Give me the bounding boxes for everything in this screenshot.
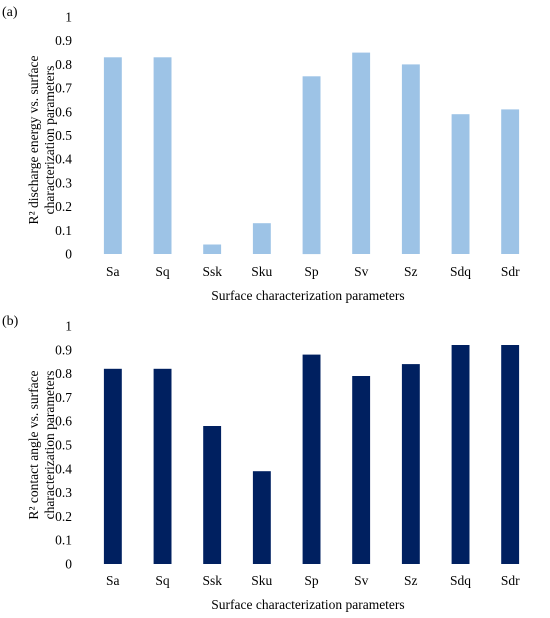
panel-label-b: (b): [2, 314, 19, 329]
y-tick-2-b: 0.2: [55, 509, 72, 524]
bar-chart-b: (b) R² contact angle vs. surface charact…: [2, 314, 520, 612]
x-tick-sdr-b: Sdr: [501, 573, 520, 588]
y-tick-7-a: 0.7: [55, 81, 72, 96]
bar-ssk-b: [203, 426, 222, 564]
x-axis-title-a: Surface characterization parameters: [211, 288, 404, 303]
y-tick-8-a: 0.8: [55, 57, 72, 72]
chart-panel-b: (b) R² contact angle vs. surface charact…: [0, 309, 550, 618]
bar-sku-a: [252, 223, 271, 254]
x-tick-sp-a: Sp: [304, 264, 319, 279]
y-tick-6-a: 0.6: [55, 104, 72, 119]
x-tick-sz-a: Sz: [404, 264, 418, 279]
x-tick-sku-b: Sku: [251, 573, 272, 588]
bar-sdr-b: [501, 345, 520, 564]
bar-sz-b: [401, 364, 420, 564]
y-tick-10-a: 1: [65, 10, 72, 25]
x-tick-sdr-a: Sdr: [501, 264, 520, 279]
y-tick-3-b: 0.3: [55, 485, 72, 500]
y-tick-3-a: 0.3: [55, 175, 72, 190]
bar-sdq-b: [451, 345, 470, 564]
x-tick-sku-a: Sku: [251, 264, 272, 279]
bars-b: [103, 345, 520, 564]
y-axis-title-line2-a: characterization parameters: [42, 66, 57, 215]
bar-sdr-a: [501, 109, 520, 255]
y-tick-9-a: 0.9: [55, 33, 72, 48]
y-axis-title-line1-b: R² contact angle vs. surface: [26, 370, 41, 519]
y-tick-0-a: 0: [65, 247, 72, 262]
x-axis-title-b: Surface characterization parameters: [211, 597, 404, 612]
bar-sa-a: [103, 57, 122, 254]
bar-sq-a: [153, 57, 172, 254]
bar-sv-a: [352, 52, 371, 254]
x-tick-sdq-b: Sdq: [450, 573, 471, 588]
y-tick-2-a: 0.2: [55, 199, 72, 214]
y-tick-8-b: 0.8: [55, 366, 72, 381]
y-tick-7-b: 0.7: [55, 390, 72, 405]
y-tick-4-a: 0.4: [55, 152, 72, 167]
bar-sdq-a: [451, 114, 470, 254]
bar-sq-b: [153, 368, 172, 564]
bar-sv-b: [352, 376, 371, 564]
bars-a: [103, 52, 520, 255]
bar-sp-a: [302, 76, 321, 255]
x-tick-sv-b: Sv: [354, 573, 369, 588]
y-ticks-a: 0 0.1 0.2 0.3 0.4 0.5 0.6 0.7 0.8 0.9 1: [55, 10, 72, 262]
x-tick-sq-a: Sq: [155, 264, 170, 279]
x-tick-sdq-a: Sdq: [450, 264, 471, 279]
y-axis-title-b: R² contact angle vs. surface characteriz…: [26, 370, 57, 519]
bar-sz-a: [401, 64, 420, 255]
x-ticks-a: Sa Sq Ssk Sku Sp Sv Sz Sdq Sdr: [106, 264, 520, 279]
y-axis-title-a: R² discharge energy vs. surface characte…: [26, 56, 57, 225]
x-tick-ssk-b: Ssk: [202, 573, 222, 588]
x-tick-sz-b: Sz: [404, 573, 418, 588]
bar-sa-b: [103, 368, 122, 564]
y-tick-4-b: 0.4: [55, 461, 72, 476]
x-tick-sp-b: Sp: [304, 573, 319, 588]
bar-ssk-a: [203, 244, 222, 254]
y-axis-title-line2-b: characterization parameters: [42, 371, 57, 520]
x-tick-sa-a: Sa: [106, 264, 120, 279]
x-tick-ssk-a: Ssk: [202, 264, 222, 279]
panel-label-a: (a): [2, 5, 18, 20]
y-tick-5-b: 0.5: [55, 438, 72, 453]
bar-sku-b: [252, 471, 271, 564]
y-axis-title-line1-a: R² discharge energy vs. surface: [26, 56, 41, 225]
chart-panel-a: (a) R² discharge energy vs. surface char…: [2, 5, 520, 303]
bar-sp-b: [302, 354, 321, 564]
y-ticks-b: 0 0.1 0.2 0.3 0.4 0.5 0.6 0.7 0.8 0.9 1: [55, 319, 72, 572]
bar-chart-a: (a) R² discharge energy vs. surface char…: [2, 5, 520, 303]
y-tick-5-a: 0.5: [55, 128, 72, 143]
y-tick-6-b: 0.6: [55, 414, 72, 429]
y-tick-0-b: 0: [65, 557, 72, 572]
x-tick-sa-b: Sa: [106, 573, 120, 588]
y-tick-9-b: 0.9: [55, 342, 72, 357]
y-tick-1-a: 0.1: [55, 223, 72, 238]
y-tick-10-b: 1: [65, 319, 72, 334]
x-ticks-b: Sa Sq Ssk Sku Sp Sv Sz Sdq Sdr: [106, 573, 520, 588]
x-tick-sv-a: Sv: [354, 264, 369, 279]
y-tick-1-b: 0.1: [55, 533, 72, 548]
x-tick-sq-b: Sq: [155, 573, 170, 588]
